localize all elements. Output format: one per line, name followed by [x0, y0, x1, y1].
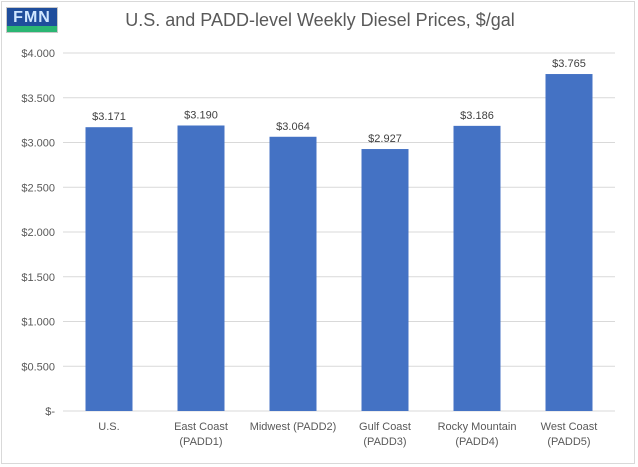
x-tick-label-line: Midwest (PADD2) — [250, 421, 337, 433]
bar — [453, 125, 501, 411]
data-label: $3.064 — [276, 121, 310, 133]
data-label: $3.171 — [92, 111, 126, 123]
x-tick-label-line: East Coast — [174, 421, 228, 433]
x-tick-label-line: (PADD5) — [547, 436, 590, 448]
x-tick-label: East Coast (PADD1) — [174, 421, 228, 448]
x-tick-label-line: West Coast — [541, 421, 598, 433]
x-tick-label: U.S. — [98, 421, 119, 433]
y-tick-label: $3.000 — [21, 138, 55, 150]
y-tick-label: $2.000 — [21, 227, 55, 239]
logo: FMN — [6, 7, 58, 33]
logo-letters: FMN — [13, 9, 51, 26]
data-label: $2.927 — [368, 133, 402, 145]
x-axis: U.S. East Coast (PADD1) Midwest (PADD2) Gulf… — [98, 421, 597, 448]
y-tick-label: $4.000 — [21, 48, 55, 60]
y-tick-label: $0.500 — [21, 361, 55, 373]
data-labels: $3.171 $3.190 $3.064 $2.927 $3.186 $3.765 — [92, 58, 586, 145]
y-axis: $- $0.500 $1.000 $1.500 $2.000 $2.500 $3.000 $3… — [21, 48, 55, 418]
x-tick-label-line: U.S. — [98, 421, 119, 433]
y-tick-label: $2.500 — [21, 182, 55, 194]
x-tick-label: Gulf Coast (PADD3) — [359, 421, 411, 448]
data-label: $3.186 — [460, 110, 494, 122]
bars — [85, 74, 593, 412]
x-tick-label-line: (PADD4) — [455, 436, 498, 448]
y-tick-label: $- — [45, 406, 55, 418]
bar — [177, 125, 225, 412]
data-label: $3.765 — [552, 58, 586, 70]
logo-strip — [7, 26, 57, 32]
y-tick-label: $1.000 — [21, 317, 55, 329]
x-tick-label: West Coast (PADD5) — [541, 421, 598, 448]
x-tick-label: Rocky Mountain (PADD4) — [438, 421, 517, 448]
x-tick-label-line: (PADD3) — [363, 436, 406, 448]
data-label: $3.190 — [184, 109, 218, 121]
x-tick-label-line: (PADD1) — [179, 436, 222, 448]
bar — [361, 149, 409, 411]
x-tick-label-line: Rocky Mountain — [438, 421, 517, 433]
bar — [545, 74, 593, 411]
y-tick-label: $1.500 — [21, 272, 55, 284]
bar — [269, 136, 317, 411]
x-tick-label: Midwest (PADD2) — [250, 421, 337, 433]
x-tick-label-line: Gulf Coast — [359, 421, 411, 433]
chart-title: U.S. and PADD-level Weekly Diesel Prices… — [125, 10, 515, 30]
gridlines — [63, 52, 615, 412]
bar — [85, 127, 133, 412]
y-tick-label: $3.500 — [21, 93, 55, 105]
